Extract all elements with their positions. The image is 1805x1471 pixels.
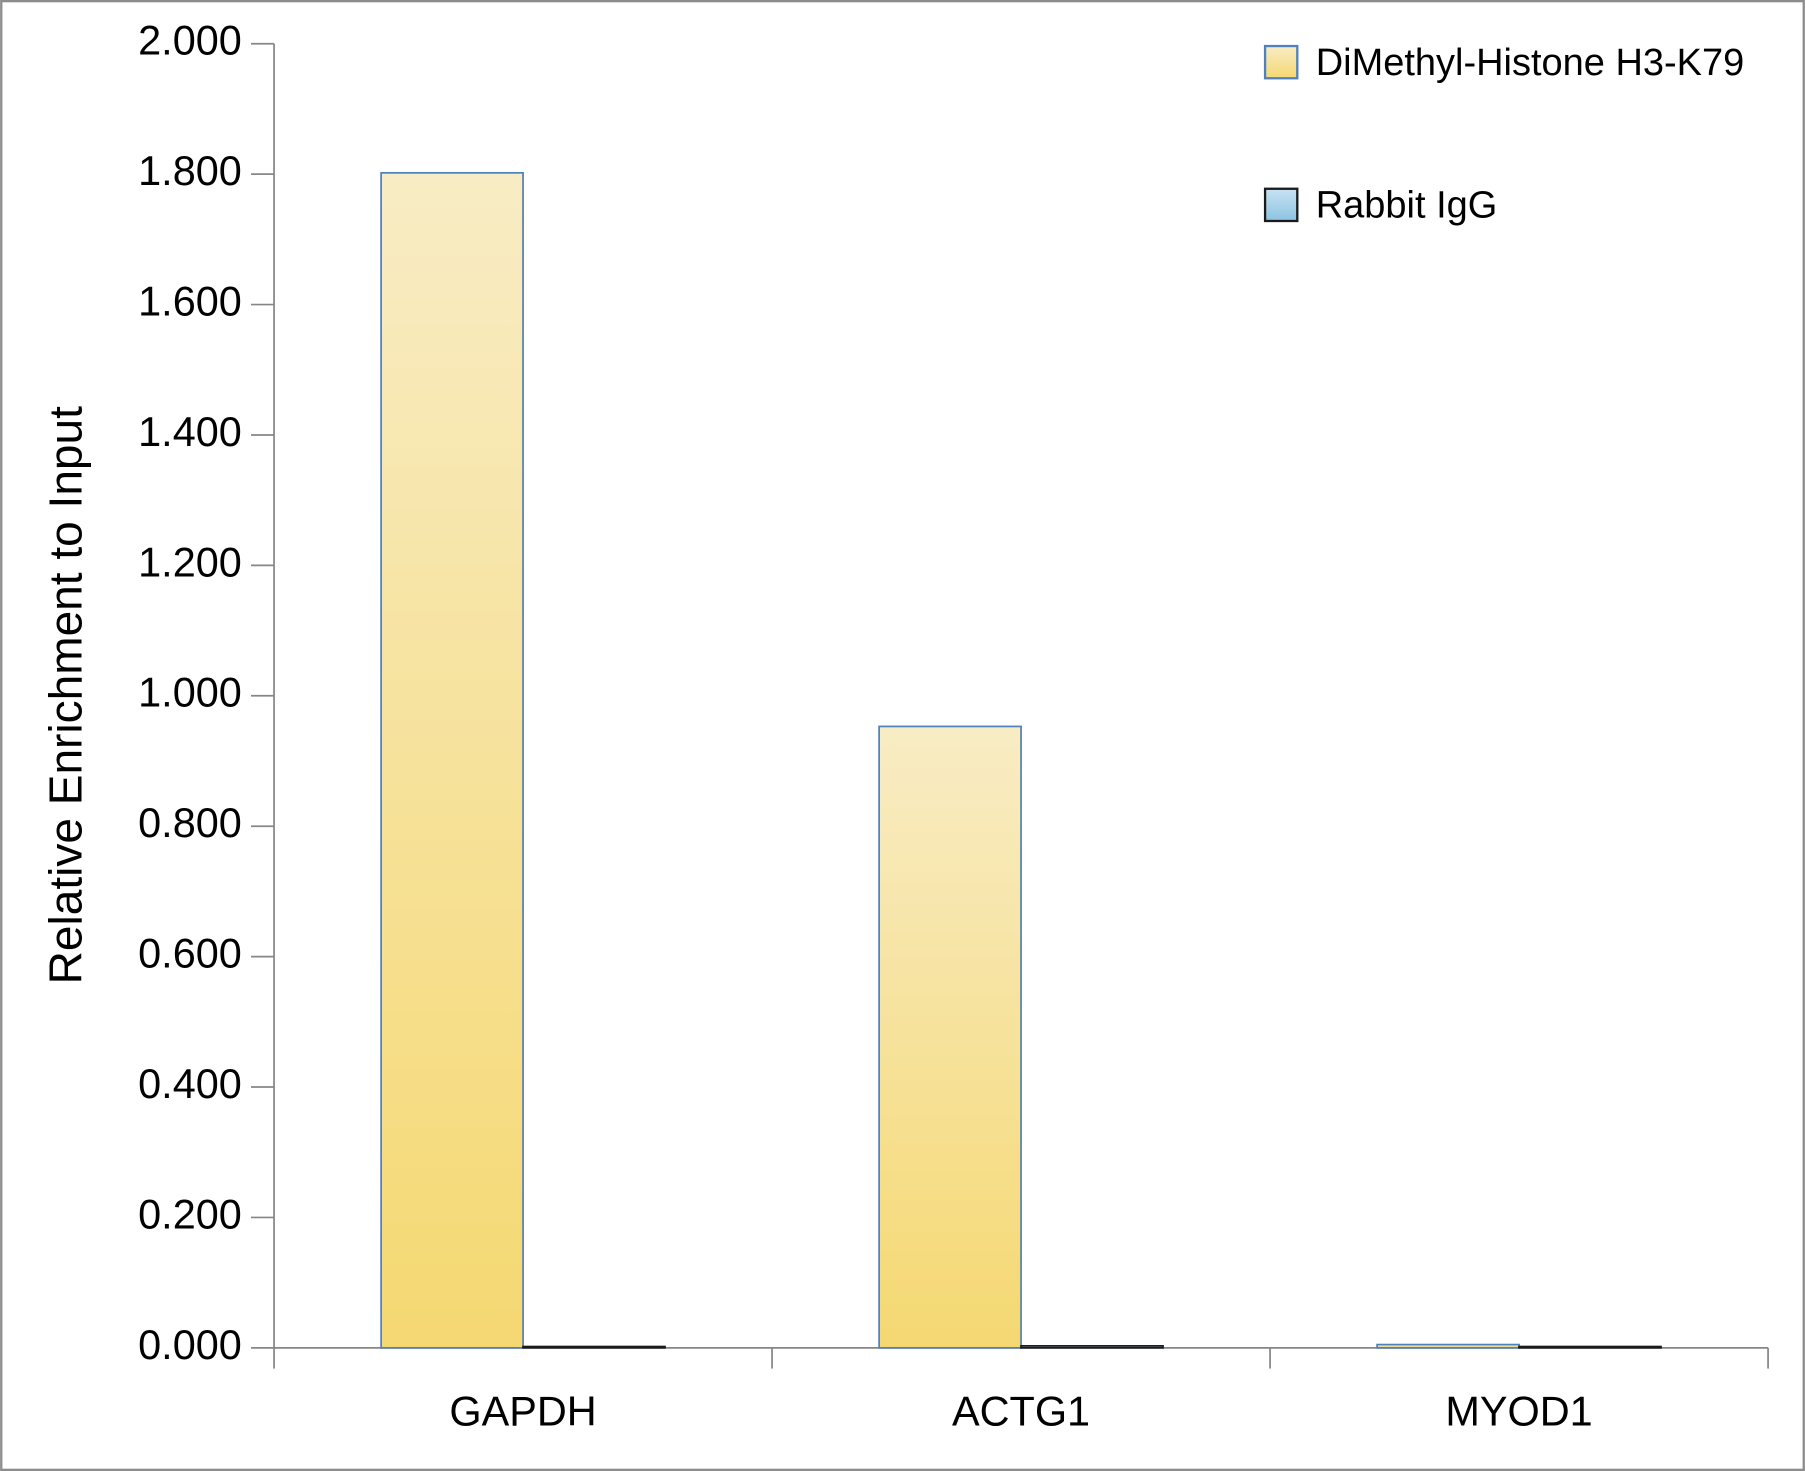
- y-tick-label: 1.200: [138, 538, 242, 585]
- y-tick-label: 0.600: [138, 930, 242, 977]
- legend-label: DiMethyl-Histone H3-K79: [1315, 40, 1745, 83]
- legend-item: DiMethyl-Histone H3-K79: [1315, 40, 1745, 83]
- y-tick-label: 0.000: [138, 1321, 242, 1368]
- y-tick-label: 1.400: [138, 408, 242, 455]
- bar: [1020, 1345, 1164, 1349]
- x-tick-label: MYOD1: [1445, 1388, 1592, 1435]
- bar: [1518, 1345, 1662, 1349]
- bar: [1376, 1343, 1520, 1349]
- y-tick-label: 0.800: [138, 799, 242, 846]
- legend-item: Rabbit IgG: [1315, 183, 1498, 226]
- y-tick-label: 1.000: [138, 669, 242, 716]
- x-tick-label: GAPDH: [449, 1388, 596, 1435]
- legend-swatch: [1263, 44, 1299, 80]
- y-axis-title: Relative Enrichment to Input: [39, 406, 91, 984]
- x-tick-label: ACTG1: [952, 1388, 1090, 1435]
- bar: [878, 725, 1022, 1349]
- legend-label: Rabbit IgG: [1315, 183, 1498, 226]
- y-tick-label: 2.000: [138, 17, 242, 64]
- bar: [522, 1345, 666, 1349]
- bar: [380, 171, 524, 1349]
- y-tick-label: 1.600: [138, 277, 242, 324]
- y-tick-label: 0.400: [138, 1060, 242, 1107]
- legend-swatch: [1263, 187, 1299, 223]
- y-tick-label: 1.800: [138, 147, 242, 194]
- y-tick-label: 0.200: [138, 1190, 242, 1237]
